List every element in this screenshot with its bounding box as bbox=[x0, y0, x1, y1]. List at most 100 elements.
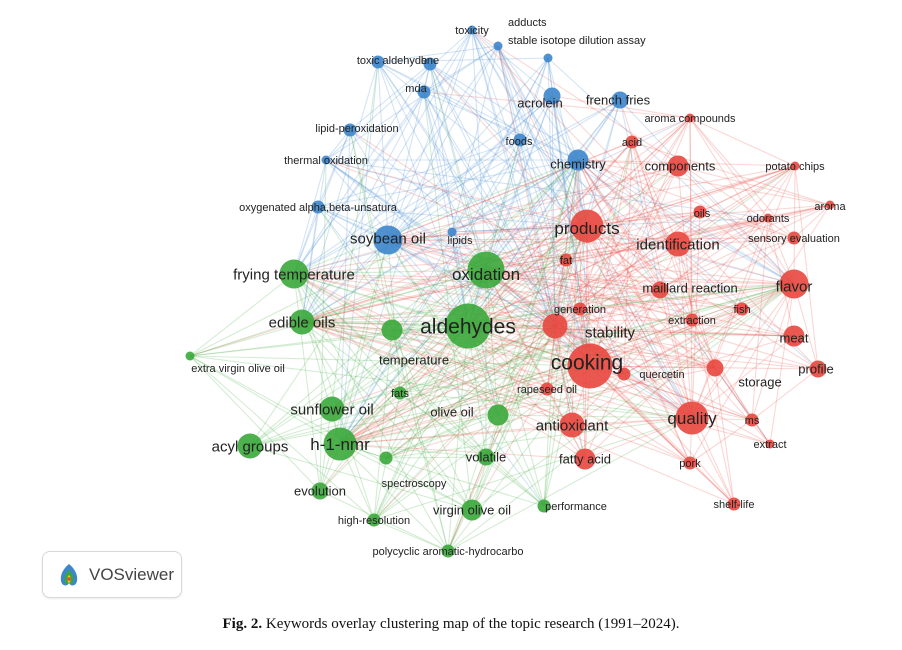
network-edge bbox=[689, 419, 753, 464]
keyword-node-potato-chips[interactable] bbox=[790, 161, 800, 171]
keyword-node-stability[interactable] bbox=[542, 313, 568, 339]
keyword-label-quercetin: quercetin bbox=[639, 369, 684, 381]
keyword-node-temperature[interactable] bbox=[381, 319, 403, 341]
network-edge bbox=[301, 61, 379, 323]
keyword-label-products: products bbox=[554, 219, 619, 238]
keyword-node-soybean-oil[interactable] bbox=[373, 225, 403, 255]
network-edge bbox=[301, 321, 693, 419]
keyword-node-antioxidant[interactable] bbox=[559, 412, 585, 438]
network-edge bbox=[586, 225, 795, 337]
keyword-node-pork[interactable] bbox=[683, 456, 697, 470]
keyword-node-volatile[interactable] bbox=[477, 448, 495, 466]
network-edge bbox=[293, 159, 579, 275]
keyword-node-evolution[interactable] bbox=[311, 482, 329, 500]
network-edge bbox=[377, 61, 389, 241]
keyword-node-identification[interactable] bbox=[665, 231, 691, 257]
keyword-node-aroma-compounds[interactable] bbox=[685, 113, 695, 123]
keyword-node-extract[interactable] bbox=[765, 439, 775, 449]
network-edge bbox=[467, 325, 795, 337]
keyword-node-fats[interactable] bbox=[393, 386, 407, 400]
keyword-node-acid[interactable] bbox=[625, 135, 639, 149]
keyword-node-olive-oil[interactable] bbox=[487, 404, 509, 426]
keyword-label-oils: oils bbox=[694, 208, 711, 220]
network-edge bbox=[423, 91, 691, 119]
keyword-node-ms[interactable] bbox=[745, 413, 759, 427]
keyword-label-acyl-groups: acyl groups bbox=[212, 438, 289, 455]
network-edge bbox=[546, 289, 661, 390]
network-edge bbox=[301, 321, 556, 327]
keyword-node-profile[interactable] bbox=[809, 360, 827, 378]
network-edge bbox=[769, 283, 795, 445]
keyword-node-lipids[interactable] bbox=[447, 227, 457, 237]
keyword-node-polycyclic[interactable] bbox=[441, 544, 455, 558]
network-edge bbox=[471, 29, 487, 271]
keyword-node-spectroscopy[interactable] bbox=[379, 451, 393, 465]
network-edge bbox=[467, 283, 795, 327]
network-edge bbox=[325, 159, 661, 291]
network-edge bbox=[467, 204, 831, 327]
keyword-node-fish[interactable] bbox=[735, 302, 749, 316]
keyword-node-fatty-acid[interactable] bbox=[574, 448, 596, 470]
network-edge bbox=[189, 355, 341, 445]
keyword-node-french-fries[interactable] bbox=[611, 91, 629, 109]
keyword-node-adducts[interactable] bbox=[493, 41, 503, 51]
network-edge bbox=[339, 308, 743, 445]
keyword-node-acrolein[interactable] bbox=[543, 87, 561, 105]
keyword-node-toxic-aldehyde[interactable] bbox=[371, 55, 385, 69]
network-edge bbox=[485, 269, 693, 321]
keyword-node-rapeseed-oil[interactable] bbox=[540, 382, 554, 396]
keyword-node-thermal-oxidation[interactable] bbox=[321, 155, 331, 165]
network-edge bbox=[471, 325, 556, 511]
network-edge bbox=[691, 283, 795, 321]
keyword-node-mda[interactable] bbox=[417, 85, 431, 99]
keyword-node-meat[interactable] bbox=[783, 325, 805, 347]
keyword-label-odorants: odorants bbox=[747, 213, 790, 225]
keyword-node-stable-isotope[interactable] bbox=[543, 53, 553, 63]
keyword-node-oils[interactable] bbox=[693, 205, 707, 219]
keyword-label-mda: mda bbox=[405, 83, 427, 95]
network-edge bbox=[339, 443, 586, 460]
keyword-node-h1nmr[interactable] bbox=[323, 427, 357, 461]
keyword-node-flavor[interactable] bbox=[779, 269, 809, 299]
keyword-node-quercetin[interactable] bbox=[617, 367, 631, 381]
keyword-node-maillard[interactable] bbox=[651, 281, 669, 299]
keyword-node-quality[interactable] bbox=[675, 401, 709, 435]
keyword-node-storage[interactable] bbox=[706, 359, 724, 377]
keyword-node-lipid-peroxidation[interactable] bbox=[343, 123, 357, 137]
keyword-node-oxidation[interactable] bbox=[467, 251, 505, 289]
network-edge bbox=[619, 99, 795, 285]
keyword-node-performance[interactable] bbox=[537, 499, 551, 513]
keyword-node-extra-virgin[interactable] bbox=[185, 351, 195, 361]
keyword-node-extraction[interactable] bbox=[685, 313, 699, 327]
keyword-node-sensory-evaluation[interactable] bbox=[787, 231, 801, 245]
keyword-label-lipid-peroxidation: lipid-peroxidation bbox=[315, 123, 398, 135]
network-edge bbox=[317, 206, 469, 327]
network-edge bbox=[339, 417, 693, 445]
keyword-node-frying-temperature[interactable] bbox=[279, 259, 309, 289]
network-edge bbox=[391, 269, 487, 331]
keyword-node-toxicity[interactable] bbox=[467, 25, 477, 35]
keyword-node-oxygenated[interactable] bbox=[311, 200, 325, 214]
keyword-node-sunflower-oil[interactable] bbox=[319, 396, 345, 422]
keyword-node-aldehydes[interactable] bbox=[445, 303, 491, 349]
network-edge bbox=[373, 365, 591, 521]
keyword-node-high-resolution[interactable] bbox=[367, 513, 381, 527]
keyword-node-generation[interactable] bbox=[573, 302, 587, 316]
keyword-node-odorants[interactable] bbox=[763, 213, 773, 223]
keyword-node-acyl-groups[interactable] bbox=[237, 433, 263, 459]
network-edge bbox=[659, 283, 795, 291]
network-edge bbox=[189, 355, 375, 521]
keyword-node-aroma[interactable] bbox=[825, 200, 835, 210]
keyword-node-virgin-olive-oil[interactable] bbox=[461, 499, 483, 521]
network-edge bbox=[554, 325, 795, 337]
keyword-node-components[interactable] bbox=[667, 155, 689, 177]
keyword-node-cooking[interactable] bbox=[567, 343, 613, 389]
keyword-node-shelf-life[interactable] bbox=[727, 497, 741, 511]
keyword-node-edible-oils[interactable] bbox=[289, 309, 315, 335]
network-edge bbox=[293, 29, 473, 275]
keyword-node-products[interactable] bbox=[570, 209, 604, 243]
keyword-node-foods[interactable] bbox=[513, 133, 527, 147]
keyword-node-hne[interactable] bbox=[423, 57, 437, 71]
keyword-node-fat[interactable] bbox=[559, 253, 573, 267]
keyword-node-chemistry[interactable] bbox=[567, 149, 589, 171]
